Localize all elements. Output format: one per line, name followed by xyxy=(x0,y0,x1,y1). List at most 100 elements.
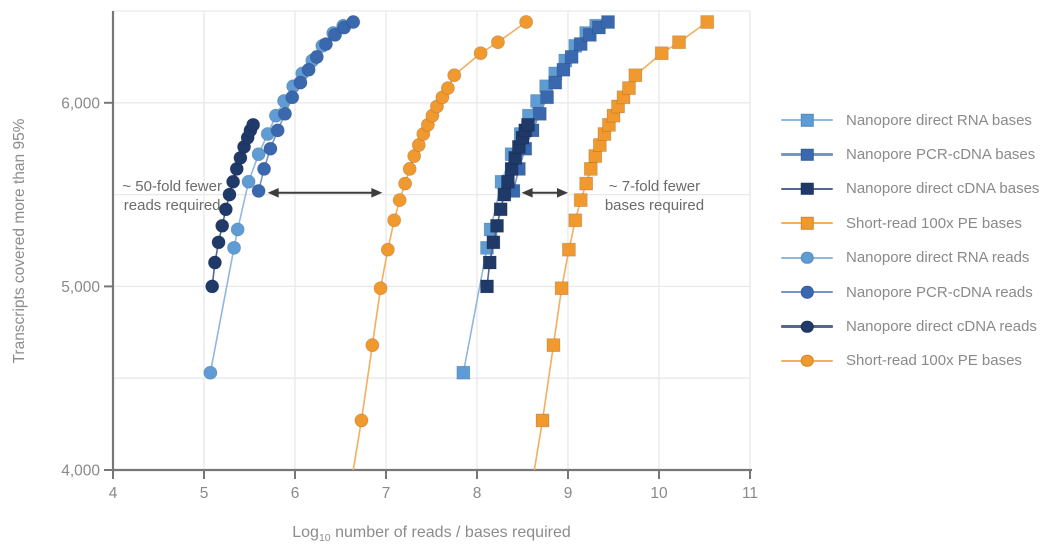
legend-line xyxy=(781,320,833,333)
legend-item: Nanopore direct RNA reads xyxy=(781,241,1039,275)
legend-square-marker-icon xyxy=(800,148,814,161)
x-tick-label: 4 xyxy=(109,485,118,502)
data-point xyxy=(373,281,388,296)
data-point xyxy=(285,90,300,105)
legend-label: Nanopore PCR-cDNA reads xyxy=(846,283,1033,301)
data-point xyxy=(447,68,462,83)
legend-square-marker-icon xyxy=(800,113,814,127)
annotation: ~ 50-fold fewer reads required xyxy=(122,178,383,214)
arrow-head-left xyxy=(521,187,533,198)
legend-circle-marker-icon xyxy=(800,354,814,368)
data-point xyxy=(628,68,643,83)
data-point xyxy=(218,202,233,217)
legend-line xyxy=(781,217,833,230)
annotation-text: ~ 7-fold fewer bases required xyxy=(605,178,704,214)
data-point xyxy=(579,176,594,191)
data-point xyxy=(482,255,497,270)
legend-label: Nanopore direct RNA bases xyxy=(846,111,1032,129)
data-point xyxy=(251,147,266,162)
data-point xyxy=(490,35,505,50)
arrow-head-right xyxy=(371,187,383,198)
x-tick-label: 5 xyxy=(200,485,209,502)
data-point xyxy=(519,15,534,30)
data-point xyxy=(564,50,579,64)
legend-line xyxy=(781,251,833,264)
data-point xyxy=(480,279,494,294)
legend-line xyxy=(781,113,833,127)
x-tick-label: 8 xyxy=(473,485,482,502)
data-point xyxy=(501,174,515,189)
data-point xyxy=(226,174,241,189)
data-point xyxy=(554,281,569,296)
arrow-head-left xyxy=(267,187,279,198)
data-point xyxy=(486,235,501,250)
legend-line xyxy=(781,285,833,299)
legend-label: Short-read 100x PE bases xyxy=(846,352,1022,370)
x-axis-label: Log10 number of reads / bases required xyxy=(113,524,750,544)
data-point xyxy=(301,62,316,77)
data-point xyxy=(456,365,471,380)
data-point xyxy=(497,187,512,202)
legend-label: Nanopore direct cDNA bases xyxy=(846,180,1040,198)
data-point xyxy=(230,222,245,237)
data-point xyxy=(402,161,417,176)
data-point xyxy=(556,62,571,77)
data-point xyxy=(700,15,715,29)
x-axis-label-rest: number of reads / bases required xyxy=(330,524,571,541)
legend-item: Nanopore PCR-cDNA bases xyxy=(781,137,1039,171)
data-point xyxy=(535,413,550,428)
legend-item: Nanopore direct cDNA bases xyxy=(781,172,1039,206)
data-point xyxy=(568,213,583,228)
data-point xyxy=(387,213,402,228)
data-point xyxy=(222,187,237,202)
data-point xyxy=(203,365,218,380)
legend-circle-marker-icon xyxy=(800,251,814,264)
legend-label: Nanopore direct RNA reads xyxy=(846,249,1030,267)
data-point xyxy=(293,75,308,90)
y-tick-label: 6,000 xyxy=(61,95,100,112)
gridlines xyxy=(113,10,751,470)
annotation-text: ~ 50-fold fewer reads required xyxy=(122,178,222,214)
data-point xyxy=(573,193,588,208)
data-point xyxy=(532,106,547,121)
data-point xyxy=(309,49,324,64)
data-point xyxy=(346,15,361,30)
series-line xyxy=(257,21,354,192)
series-nanopore-direct-cdna-bases xyxy=(480,117,535,294)
legend: Nanopore direct RNA bases Nanopore PCR-cD… xyxy=(781,103,1039,378)
data-point xyxy=(490,218,504,233)
legend-label: Nanopore PCR-cDNA bases xyxy=(846,146,1036,164)
data-point xyxy=(227,240,242,255)
series-short-read-100x-pe-bases xyxy=(352,15,534,471)
data-point xyxy=(215,218,230,233)
data-point xyxy=(354,413,369,428)
data-point xyxy=(622,81,636,96)
legend-item: Nanopore PCR-cDNA reads xyxy=(781,275,1039,309)
series-nanopore-pcr-cdna-bases xyxy=(506,15,615,198)
data-point xyxy=(251,183,266,198)
data-point xyxy=(440,81,455,96)
data-point xyxy=(270,123,285,138)
legend-line xyxy=(781,354,833,368)
data-point xyxy=(654,46,669,61)
annotation: ~ 7-fold fewer bases required xyxy=(521,178,704,214)
data-point xyxy=(392,193,407,208)
axes: 4 5 6 7 8 9 10 11 4,000 5,000 6,000 xyxy=(61,11,758,502)
x-tick-label: 6 xyxy=(291,485,300,502)
legend-label: Nanopore direct cDNA reads xyxy=(846,318,1037,336)
data-point xyxy=(241,174,256,189)
series-nanopore-pcr-cdna-reads xyxy=(251,15,361,198)
legend-item: Short-read 100x PE bases xyxy=(781,344,1039,378)
data-point xyxy=(318,37,333,52)
legend-circle-marker-icon xyxy=(800,285,814,299)
data-point xyxy=(211,235,226,250)
data-point xyxy=(601,15,615,29)
legend-item: Nanopore direct cDNA reads xyxy=(781,309,1039,343)
data-point xyxy=(207,255,222,270)
x-tick-label: 9 xyxy=(564,485,573,502)
data-point xyxy=(263,141,278,156)
x-axis-label-subscript: 10 xyxy=(318,532,331,545)
legend-item: Nanopore direct RNA bases xyxy=(781,103,1039,137)
